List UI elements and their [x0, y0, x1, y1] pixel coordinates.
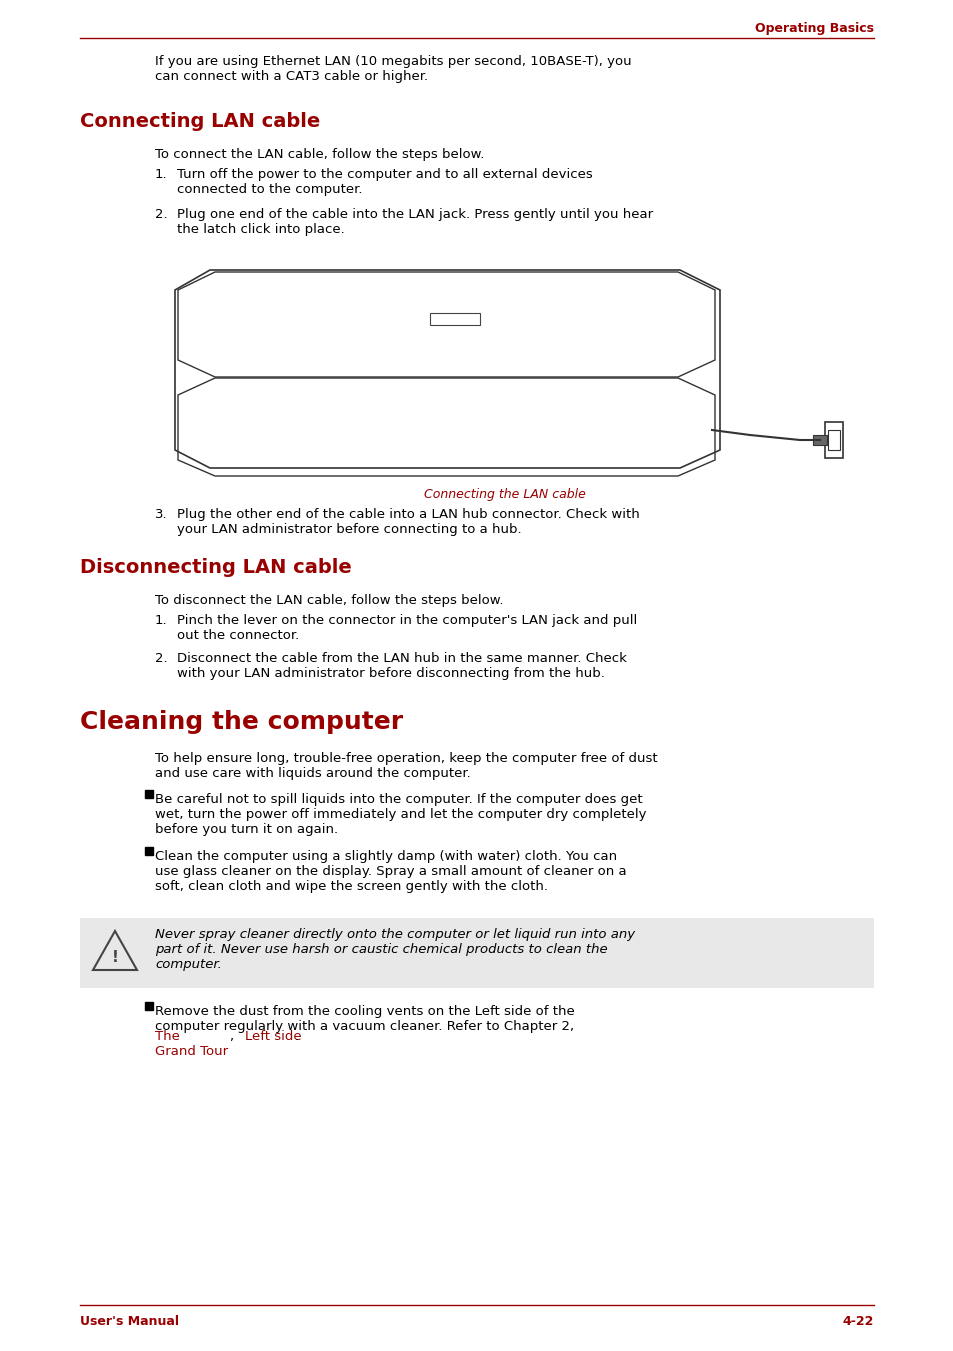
- Text: 1.: 1.: [154, 168, 168, 181]
- Text: Remove the dust from the cooling vents on the Left side of the
computer regularl: Remove the dust from the cooling vents o…: [154, 1005, 578, 1034]
- Text: Cleaning the computer: Cleaning the computer: [80, 711, 403, 734]
- Text: Never spray cleaner directly onto the computer or let liquid run into any
part o: Never spray cleaner directly onto the co…: [154, 928, 635, 971]
- Text: If you are using Ethernet LAN (10 megabits per second, 10BASE-T), you
can connec: If you are using Ethernet LAN (10 megabi…: [154, 55, 631, 82]
- Text: To disconnect the LAN cable, follow the steps below.: To disconnect the LAN cable, follow the …: [154, 594, 503, 607]
- Text: Plug the other end of the cable into a LAN hub connector. Check with
your LAN ad: Plug the other end of the cable into a L…: [177, 508, 639, 536]
- Bar: [145, 1002, 152, 1011]
- Text: !: !: [112, 950, 118, 965]
- Text: To connect the LAN cable, follow the steps below.: To connect the LAN cable, follow the ste…: [154, 149, 484, 161]
- Bar: [827, 430, 840, 450]
- Text: Clean the computer using a slightly damp (with water) cloth. You can
use glass c: Clean the computer using a slightly damp…: [154, 850, 626, 893]
- Bar: [430, 313, 479, 326]
- Text: 1.: 1.: [154, 613, 168, 627]
- Text: 2.: 2.: [154, 653, 168, 665]
- Text: 3.: 3.: [154, 508, 168, 521]
- Text: Pinch the lever on the connector in the computer's LAN jack and pull
out the con: Pinch the lever on the connector in the …: [177, 613, 637, 642]
- Text: 4-22: 4-22: [841, 1315, 873, 1328]
- Text: ,: ,: [230, 1029, 242, 1043]
- Text: Plug one end of the cable into the LAN jack. Press gently until you hear
the lat: Plug one end of the cable into the LAN j…: [177, 208, 653, 236]
- Text: Operating Basics: Operating Basics: [754, 22, 873, 35]
- Bar: [812, 435, 826, 444]
- Text: Disconnect the cable from the LAN hub in the same manner. Check
with your LAN ad: Disconnect the cable from the LAN hub in…: [177, 653, 626, 680]
- Bar: [824, 422, 842, 458]
- Text: Disconnecting LAN cable: Disconnecting LAN cable: [80, 558, 352, 577]
- Text: .: .: [294, 1029, 299, 1043]
- Text: Be careful not to spill liquids into the computer. If the computer does get
wet,: Be careful not to spill liquids into the…: [154, 793, 646, 836]
- Text: The
Grand Tour: The Grand Tour: [154, 1029, 228, 1058]
- Text: Connecting LAN cable: Connecting LAN cable: [80, 112, 320, 131]
- FancyBboxPatch shape: [80, 917, 873, 988]
- Text: 2.: 2.: [154, 208, 168, 222]
- Bar: [145, 847, 152, 855]
- Text: To help ensure long, trouble-free operation, keep the computer free of dust
and : To help ensure long, trouble-free operat…: [154, 753, 657, 780]
- Text: Left side: Left side: [245, 1029, 301, 1043]
- Bar: [145, 790, 152, 798]
- Text: Turn off the power to the computer and to all external devices
connected to the : Turn off the power to the computer and t…: [177, 168, 592, 196]
- Text: User's Manual: User's Manual: [80, 1315, 179, 1328]
- Text: Connecting the LAN cable: Connecting the LAN cable: [424, 488, 585, 501]
